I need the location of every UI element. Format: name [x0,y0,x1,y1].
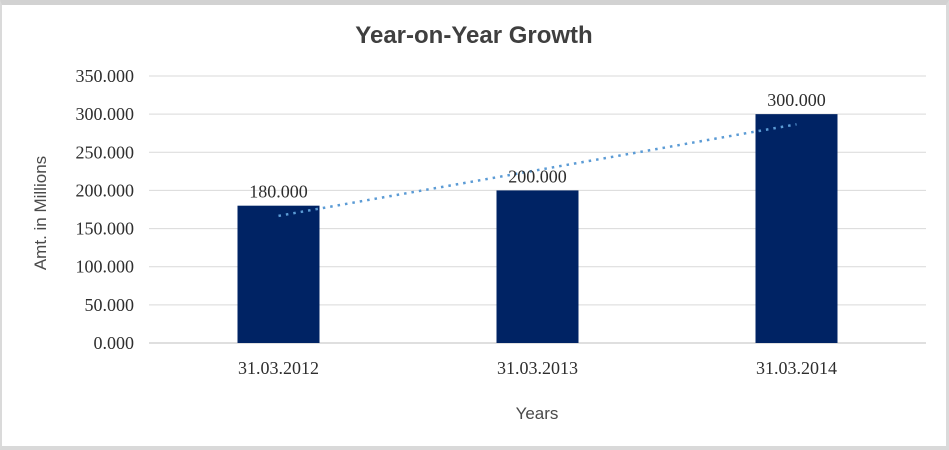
y-axis-tick-label: 250.000 [76,142,135,162]
bar-value-label: 300.000 [767,90,826,110]
x-axis-title: Years [516,404,559,423]
bar [755,114,838,344]
bar-chart: 0.000 50.000 100.000 150.000 200.000 250.000 3… [31,22,926,423]
y-axis-tick-label: 50.000 [85,295,135,315]
bar [237,205,320,343]
chart-title: Year-on-Year Growth [355,22,592,49]
y-axis-tick-label: 0.000 [94,333,135,353]
y-axis-tick-label: 150.000 [76,219,135,239]
x-axis-category-label: 31.03.2013 [497,358,578,378]
x-axis-category-label: 31.03.2014 [756,358,837,378]
trendline [278,123,797,218]
y-axis-tick-label: 100.000 [76,257,135,277]
y-axis-title: Amt. in Millions [31,156,50,270]
y-axis-tick-label: 350.000 [76,66,135,86]
x-axis-category-label: 31.03.2012 [238,358,319,378]
plot-area: 0.000 50.000 100.000 150.000 200.000 250.000 3… [76,66,926,378]
bar-value-label: 200.000 [508,166,567,186]
y-axis-tick-label: 300.000 [76,104,135,124]
bar [496,190,579,343]
bar-value-label: 180.000 [249,182,308,202]
y-axis-tick-label: 200.000 [76,180,135,200]
